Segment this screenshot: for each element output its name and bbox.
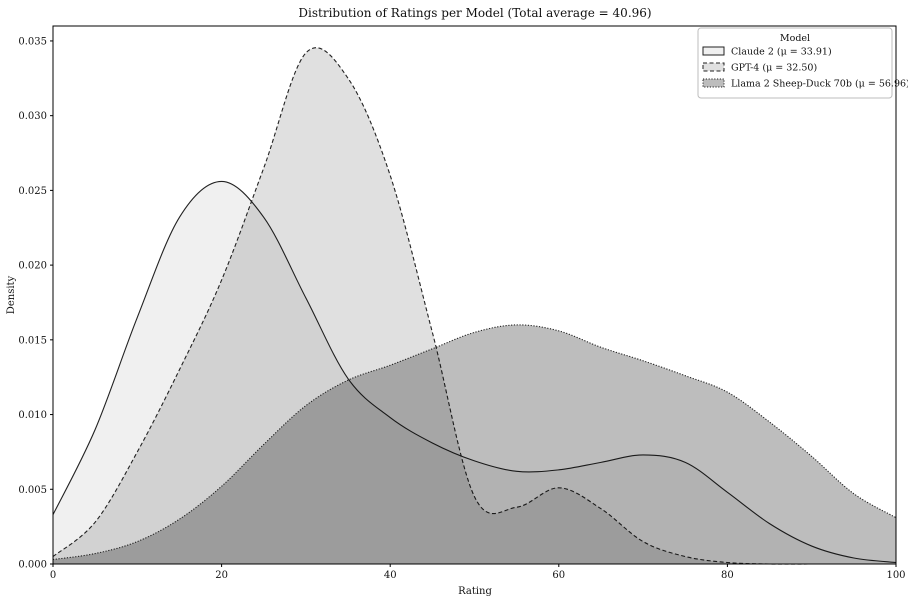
x-axis-ticks: 0 20 40 60 80 100 bbox=[50, 564, 906, 581]
x-tick-label: 100 bbox=[886, 570, 905, 581]
x-tick-label: 60 bbox=[552, 570, 565, 581]
series-1-fill bbox=[53, 47, 896, 565]
y-tick-label: 0.010 bbox=[18, 410, 47, 421]
legend-swatch bbox=[702, 78, 725, 88]
chart-title: Distribution of Ratings per Model (Total… bbox=[298, 6, 651, 20]
legend-title: Model bbox=[780, 33, 810, 44]
y-tick-label: 0.020 bbox=[18, 261, 47, 272]
series-2-fill bbox=[53, 324, 896, 564]
x-tick-label: 40 bbox=[384, 570, 397, 581]
y-tick-label: 0.030 bbox=[18, 111, 47, 122]
legend-items: Claude 2 (μ = 33.91) GPT-4 (μ = 32.50) Lla… bbox=[702, 46, 908, 90]
legend-swatch bbox=[702, 46, 725, 56]
legend: Model Claude 2 (μ = 33.91) GPT-4 (μ = 32.… bbox=[697, 27, 908, 99]
y-tick-label: 0.015 bbox=[18, 335, 47, 346]
y-axis-label: Density bbox=[6, 275, 17, 314]
y-tick-label: 0.005 bbox=[18, 485, 47, 496]
x-axis-label: Rating bbox=[458, 586, 492, 597]
x-tick-label: 20 bbox=[215, 570, 228, 581]
y-tick-label: 0.000 bbox=[18, 560, 47, 571]
y-axis-ticks: 0.000 0.005 0.010 0.015 0.020 0.025 0.030 0.035 bbox=[18, 36, 53, 571]
y-tick-label: 0.025 bbox=[18, 186, 47, 197]
legend-label: Claude 2 (μ = 33.91) bbox=[731, 47, 832, 58]
legend-label: Llama 2 Sheep-Duck 70b (μ = 56.96) bbox=[731, 79, 908, 90]
x-tick-label: 80 bbox=[721, 570, 734, 581]
legend-label: GPT-4 (μ = 32.50) bbox=[731, 63, 817, 74]
density-areas bbox=[52, 47, 897, 565]
x-tick-label: 0 bbox=[50, 570, 56, 581]
legend-box bbox=[697, 27, 893, 99]
legend-swatch bbox=[702, 62, 725, 72]
y-tick-label: 0.035 bbox=[18, 36, 47, 47]
plot-frame bbox=[52, 25, 897, 565]
series-2-line bbox=[52, 324, 897, 561]
